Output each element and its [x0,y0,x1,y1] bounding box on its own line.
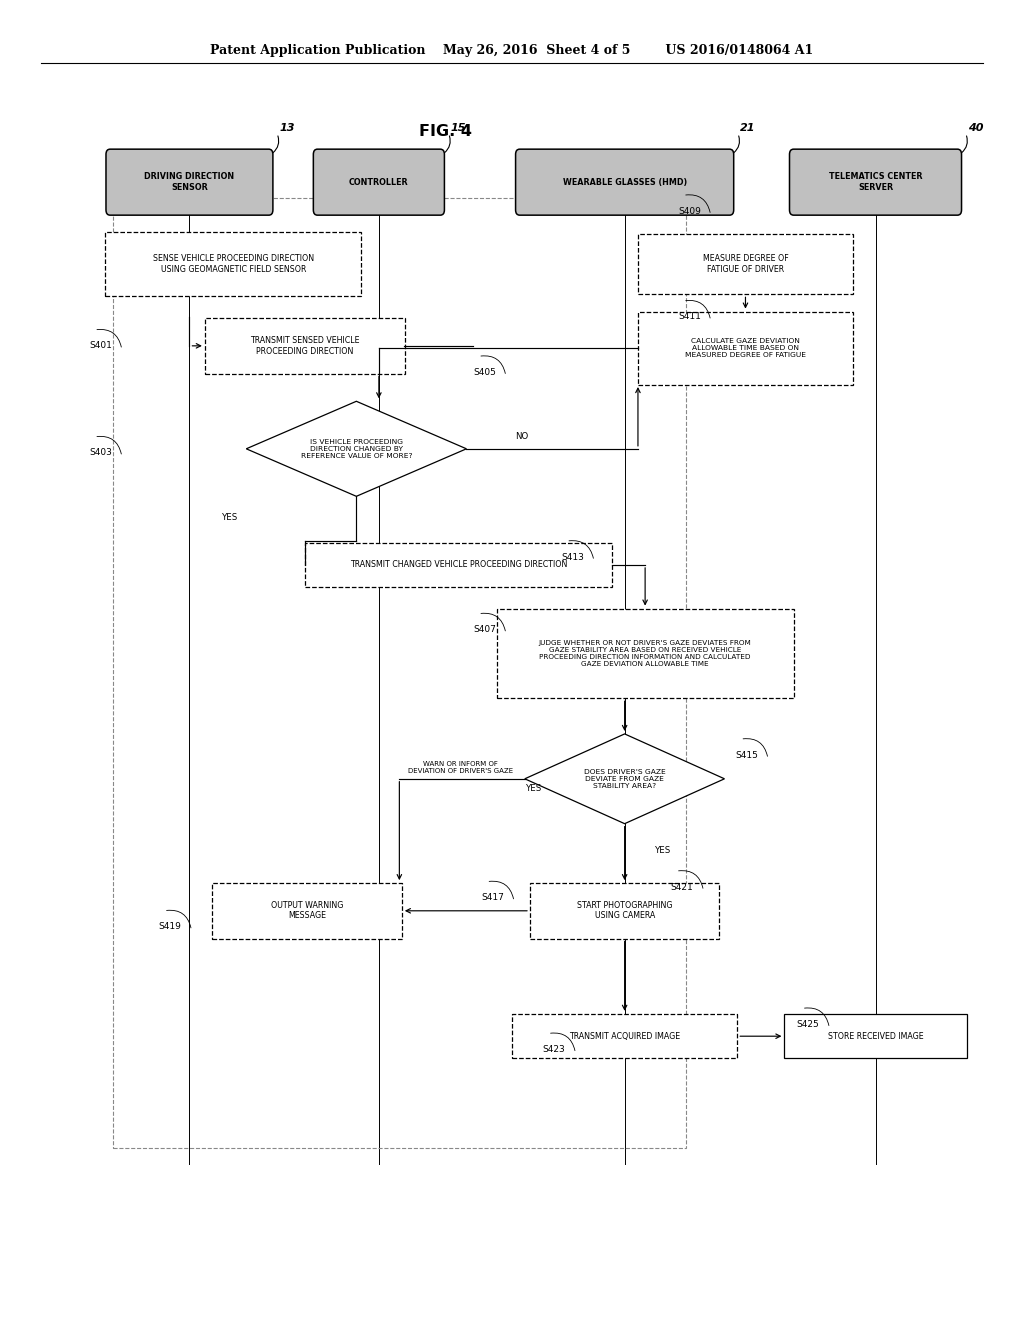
Text: S401: S401 [89,342,112,350]
Text: YES: YES [526,784,543,792]
Polygon shape [246,401,466,496]
Text: 21: 21 [739,123,756,133]
Text: Patent Application Publication    May 26, 2016  Sheet 4 of 5        US 2016/0148: Patent Application Publication May 26, 2… [210,44,814,57]
FancyBboxPatch shape [305,544,612,586]
Text: NO: NO [516,432,528,441]
Text: 15: 15 [451,123,466,133]
FancyBboxPatch shape [515,149,733,215]
Text: S423: S423 [543,1045,565,1053]
FancyBboxPatch shape [205,318,404,374]
Text: YES: YES [655,846,672,854]
FancyBboxPatch shape [784,1014,967,1059]
Text: FIG. 4: FIG. 4 [419,124,472,140]
Text: S411: S411 [678,313,700,321]
Text: CONTROLLER: CONTROLLER [349,178,409,186]
Text: S407: S407 [473,626,496,634]
Text: S419: S419 [159,923,181,931]
Text: STORE RECEIVED IMAGE: STORE RECEIVED IMAGE [827,1032,924,1040]
Text: SENSE VEHICLE PROCEEDING DIRECTION
USING GEOMAGNETIC FIELD SENSOR: SENSE VEHICLE PROCEEDING DIRECTION USING… [153,255,314,273]
Text: 40: 40 [968,123,983,133]
Text: S421: S421 [671,883,693,891]
FancyBboxPatch shape [638,312,853,385]
FancyBboxPatch shape [106,149,272,215]
Text: MEASURE DEGREE OF
FATIGUE OF DRIVER: MEASURE DEGREE OF FATIGUE OF DRIVER [702,255,788,273]
Text: S415: S415 [735,751,758,759]
FancyBboxPatch shape [790,149,962,215]
Text: S417: S417 [481,894,504,902]
Text: TRANSMIT SENSED VEHICLE
PROCEEDING DIRECTION: TRANSMIT SENSED VEHICLE PROCEEDING DIREC… [251,337,359,355]
Text: S425: S425 [797,1020,819,1028]
Text: IS VEHICLE PROCEEDING
DIRECTION CHANGED BY
REFERENCE VALUE OF MORE?: IS VEHICLE PROCEEDING DIRECTION CHANGED … [301,438,412,459]
Text: JUDGE WHETHER OR NOT DRIVER'S GAZE DEVIATES FROM
GAZE STABILITY AREA BASED ON RE: JUDGE WHETHER OR NOT DRIVER'S GAZE DEVIA… [539,640,752,667]
Text: TRANSMIT CHANGED VEHICLE PROCEEDING DIRECTION: TRANSMIT CHANGED VEHICLE PROCEEDING DIRE… [350,561,567,569]
Text: CALCULATE GAZE DEVIATION
ALLOWABLE TIME BASED ON
MEASURED DEGREE OF FATIGUE: CALCULATE GAZE DEVIATION ALLOWABLE TIME … [685,338,806,359]
Text: YES: YES [222,513,239,521]
FancyBboxPatch shape [497,609,794,698]
Text: TELEMATICS CENTER
SERVER: TELEMATICS CENTER SERVER [828,173,923,191]
Text: DRIVING DIRECTION
SENSOR: DRIVING DIRECTION SENSOR [144,173,234,191]
Text: S413: S413 [561,553,584,561]
Text: OUTPUT WARNING
MESSAGE: OUTPUT WARNING MESSAGE [271,902,343,920]
FancyBboxPatch shape [213,883,401,939]
Text: S405: S405 [473,368,496,376]
Text: S403: S403 [89,449,112,457]
FancyBboxPatch shape [638,234,853,294]
Text: START PHOTOGRAPHING
USING CAMERA: START PHOTOGRAPHING USING CAMERA [577,902,673,920]
FancyBboxPatch shape [512,1014,737,1059]
Text: WARN OR INFORM OF
DEVIATION OF DRIVER'S GAZE: WARN OR INFORM OF DEVIATION OF DRIVER'S … [409,760,513,774]
Text: DOES DRIVER'S GAZE
DEVIATE FROM GAZE
STABILITY AREA?: DOES DRIVER'S GAZE DEVIATE FROM GAZE STA… [584,768,666,789]
FancyBboxPatch shape [313,149,444,215]
Polygon shape [524,734,725,824]
FancyBboxPatch shape [105,232,361,296]
Text: TRANSMIT ACQUIRED IMAGE: TRANSMIT ACQUIRED IMAGE [569,1032,680,1040]
FancyBboxPatch shape [530,883,719,939]
Text: 13: 13 [279,123,295,133]
Text: WEARABLE GLASSES (HMD): WEARABLE GLASSES (HMD) [562,178,687,186]
Text: S409: S409 [678,207,700,215]
